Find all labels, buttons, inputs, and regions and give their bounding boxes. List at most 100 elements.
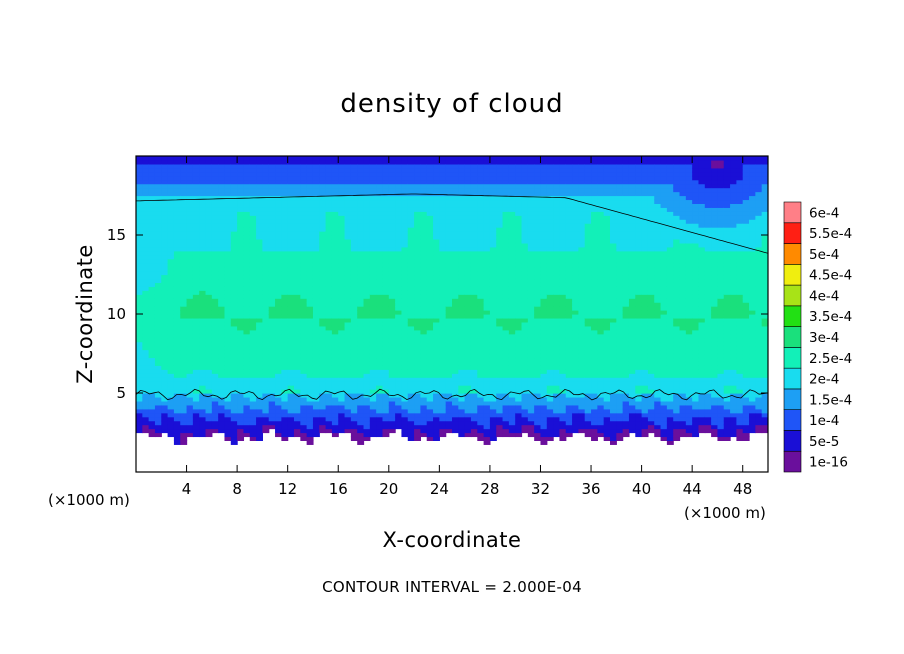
field-cell (395, 167, 403, 173)
field-cell (331, 389, 339, 394)
field-cell (154, 333, 162, 339)
field-cell (426, 377, 434, 382)
field-cell (515, 258, 523, 264)
field-cell (338, 258, 346, 264)
field-cell (331, 302, 339, 307)
field-cell (376, 211, 384, 216)
field-cell (534, 341, 542, 347)
field-cell (173, 191, 181, 197)
field-cell (483, 163, 491, 169)
field-cell (407, 349, 415, 355)
field-cell (211, 353, 219, 359)
field-cell (256, 310, 263, 315)
field-cell (325, 369, 333, 374)
field-cell (161, 385, 169, 390)
field-cell (357, 282, 365, 287)
field-cell (211, 266, 219, 272)
field-cell (458, 400, 466, 406)
field-cell (527, 389, 535, 394)
field-cell (161, 349, 169, 355)
field-cell (452, 400, 459, 406)
field-cell (376, 432, 384, 438)
field-cell (527, 227, 535, 232)
field-cell (325, 333, 333, 339)
field-cell (496, 428, 504, 434)
field-cell (287, 215, 295, 220)
field-cell (338, 207, 346, 212)
field-cell (464, 171, 472, 177)
field-cell (395, 258, 403, 264)
field-cell (237, 404, 245, 410)
field-cell (534, 333, 542, 339)
field-cell (224, 195, 232, 201)
field-cell (470, 262, 478, 268)
field-cell (268, 333, 276, 339)
field-cell (369, 195, 377, 201)
field-cell (243, 298, 251, 303)
field-cell (470, 294, 478, 299)
field-cell (331, 329, 339, 335)
field-cell (452, 349, 459, 355)
field-cell (452, 270, 459, 276)
field-cell (300, 163, 308, 169)
field-cell (496, 191, 504, 197)
field-cell (262, 400, 270, 406)
field-cell (350, 159, 358, 165)
field-cell (338, 199, 346, 204)
field-cell (338, 274, 346, 280)
field-cell (458, 223, 466, 228)
field-cell (350, 310, 358, 315)
field-cell (167, 381, 175, 386)
field-cell (439, 270, 447, 276)
field-cell (180, 258, 188, 264)
field-cell (142, 381, 150, 386)
field-cell (224, 199, 232, 204)
field-cell (414, 306, 421, 311)
field-cell (173, 163, 181, 169)
field-cell (527, 242, 535, 248)
field-cell (161, 377, 169, 382)
field-cell (559, 365, 567, 370)
field-cell (218, 325, 226, 331)
field-cell (489, 329, 497, 335)
field-cell (148, 341, 156, 347)
field-cell (331, 266, 339, 272)
field-cell (388, 156, 396, 161)
field-cell (388, 250, 396, 256)
field-cell (553, 365, 561, 370)
field-cell (224, 171, 232, 177)
field-cell (180, 337, 188, 343)
field-cell (148, 385, 156, 390)
field-cell (540, 432, 548, 438)
field-cell (515, 223, 523, 228)
field-cell (439, 412, 447, 418)
field-cell (382, 235, 390, 240)
field-cell (470, 377, 478, 382)
field-cell (249, 215, 257, 220)
field-cell (502, 333, 510, 339)
field-cell (559, 282, 567, 287)
field-cell (344, 223, 352, 228)
field-cell (192, 195, 200, 201)
field-cell (287, 238, 295, 244)
field-cell (382, 171, 390, 177)
field-cell (553, 262, 561, 268)
field-cell (357, 242, 365, 248)
field-cell (306, 246, 314, 252)
field-cell (363, 203, 371, 208)
field-cell (331, 242, 339, 248)
field-cell (338, 278, 346, 283)
field-cell (338, 298, 346, 303)
field-cell (357, 238, 365, 244)
field-cell (230, 345, 238, 351)
field-cell (521, 159, 529, 165)
field-cell (167, 171, 175, 177)
field-cell (401, 353, 409, 359)
field-cell (312, 369, 320, 374)
field-cell (445, 396, 453, 402)
field-cell (294, 219, 301, 224)
field-cell (237, 294, 245, 299)
field-cell (357, 424, 365, 430)
field-cell (237, 227, 245, 232)
field-cell (180, 159, 188, 165)
